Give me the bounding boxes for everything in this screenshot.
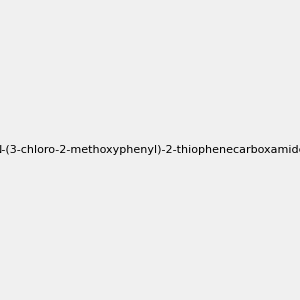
Text: N-(3-chloro-2-methoxyphenyl)-2-thiophenecarboxamide: N-(3-chloro-2-methoxyphenyl)-2-thiophene… <box>0 145 300 155</box>
